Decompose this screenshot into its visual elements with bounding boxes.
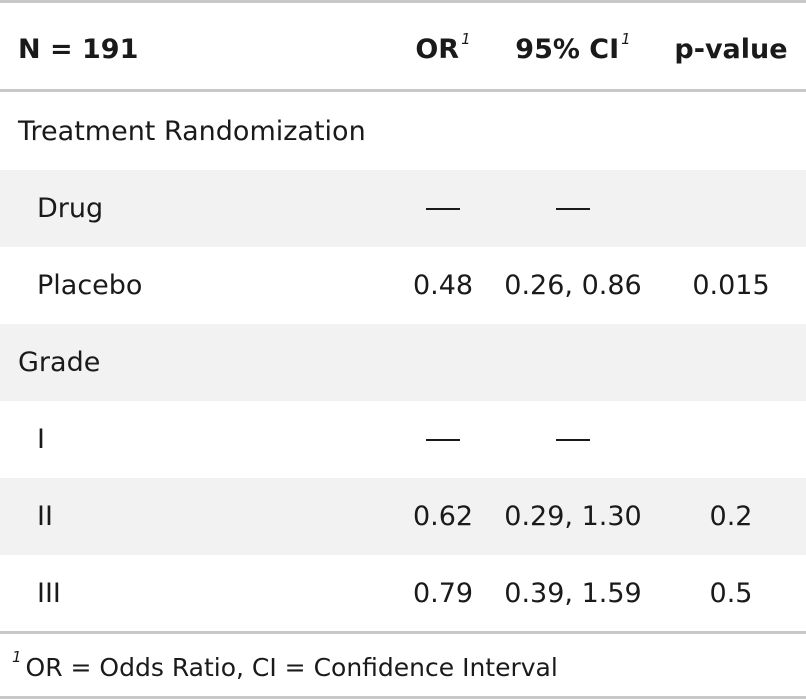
table-header-row: N = 191 OR 1 95% CI 1 p-value	[0, 11, 806, 88]
odds-ratio-cell	[396, 170, 490, 247]
confidence-interval-cell	[494, 170, 652, 247]
p-value-cell	[664, 324, 798, 401]
header-or: OR 1	[396, 11, 490, 88]
header-ci: 95% CI 1	[494, 11, 652, 88]
p-value-cell	[664, 170, 798, 247]
footnote-rule	[0, 696, 806, 699]
header-or-footnote-marker: 1	[461, 29, 471, 48]
p-value-cell	[664, 401, 798, 478]
confidence-interval-cell: 0.29, 1.30	[504, 501, 642, 532]
header-or-label: OR	[415, 34, 460, 65]
table-row: III 0.79 0.39, 1.59 0.5	[0, 555, 806, 632]
row-label: Treatment Randomization	[18, 116, 366, 147]
table-footnote: 1 OR = Odds Ratio, CI = Confidence Interv…	[12, 637, 558, 697]
p-value-cell	[664, 93, 798, 170]
reference-dash	[426, 207, 460, 210]
reference-dash	[556, 438, 590, 441]
row-label: Drug	[37, 193, 104, 224]
odds-ratio-cell: 0.62	[412, 501, 474, 532]
table-row: Drug	[0, 170, 806, 247]
table-row: Placebo 0.48 0.26, 0.86 0.015	[0, 247, 806, 324]
top-rule	[0, 0, 806, 3]
row-label: II	[37, 501, 53, 532]
header-rule	[0, 89, 806, 92]
odds-ratio-cell	[396, 401, 490, 478]
table-group-row: Treatment Randomization	[0, 93, 806, 170]
odds-ratio-cell	[396, 324, 490, 401]
reference-dash	[426, 438, 460, 441]
footnote-text: OR = Odds Ratio, CI = Confidence Interva…	[25, 652, 558, 682]
header-p-value: p-value	[674, 34, 788, 65]
confidence-interval-cell	[494, 401, 652, 478]
table-group-row: Grade	[0, 324, 806, 401]
row-label: Placebo	[37, 270, 143, 301]
confidence-interval-cell	[494, 93, 652, 170]
bottom-rule	[0, 631, 806, 634]
odds-ratio-cell: 0.79	[412, 578, 474, 609]
p-value-cell: 0.2	[709, 501, 753, 532]
confidence-interval-cell: 0.39, 1.59	[504, 578, 642, 609]
odds-ratio-cell	[396, 93, 490, 170]
row-label: I	[37, 424, 45, 455]
odds-ratio-cell: 0.48	[412, 270, 474, 301]
p-value-cell: 0.5	[709, 578, 753, 609]
header-ci-label: 95% CI	[515, 34, 620, 65]
table-row: II 0.62 0.29, 1.30 0.2	[0, 478, 806, 555]
footnote-marker: 1	[12, 648, 22, 666]
confidence-interval-cell	[494, 324, 652, 401]
p-value-cell: 0.015	[692, 270, 770, 301]
reference-dash	[556, 207, 590, 210]
header-n-label: N = 191	[18, 34, 139, 65]
row-label: Grade	[18, 347, 101, 378]
row-label: III	[37, 578, 61, 609]
confidence-interval-cell: 0.26, 0.86	[504, 270, 642, 301]
header-ci-footnote-marker: 1	[621, 29, 631, 48]
table-row: I	[0, 401, 806, 478]
